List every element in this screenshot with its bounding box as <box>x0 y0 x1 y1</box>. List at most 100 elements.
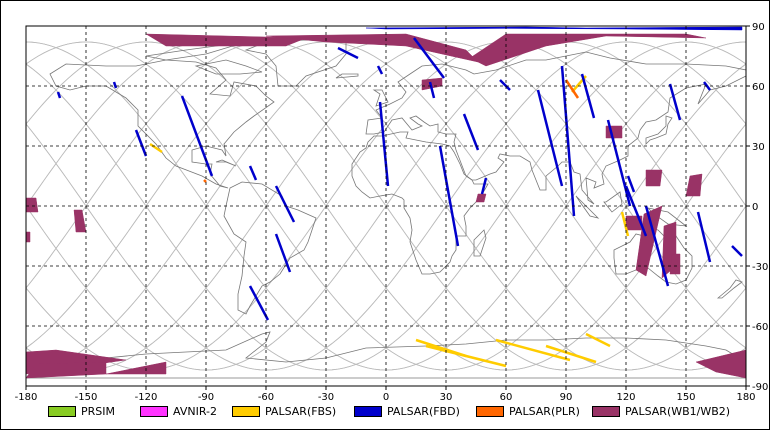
x-tick-label: 180 <box>736 392 755 401</box>
legend-item: PALSAR(FBD) <box>354 404 460 418</box>
x-tick-label: -180 <box>15 392 38 401</box>
legend-label: PALSAR(WB1/WB2) <box>625 404 731 418</box>
legend-label: PRSIM <box>81 404 115 418</box>
legend-swatch <box>476 405 504 417</box>
x-tick-label: -30 <box>318 392 334 401</box>
fbs-swath <box>149 142 163 154</box>
legend-label: PALSAR(FBD) <box>387 404 460 418</box>
legend-item: PALSAR(FBS) <box>232 404 336 418</box>
legend-swatch <box>48 405 76 417</box>
y-tick-label: 0 <box>752 202 758 213</box>
fbd-swath <box>428 81 436 99</box>
wb-swath <box>635 205 663 277</box>
legend-swatch <box>232 405 260 417</box>
legend: PRSIM AVNIR-2 PALSAR(FBS) PALSAR(FBD) PALSAR… <box>0 400 770 424</box>
y-tick-label: -60 <box>752 322 768 333</box>
coastline <box>335 73 359 79</box>
x-tick-label: -150 <box>75 392 98 401</box>
x-tick-label: 120 <box>616 392 635 401</box>
legend-item: PALSAR(WB1/WB2) <box>592 404 730 418</box>
fbd-swath <box>337 46 359 60</box>
legend-label: PALSAR(FBS) <box>265 404 337 418</box>
y-tick-label: 60 <box>752 82 765 93</box>
y-tick-label: 90 <box>752 22 765 33</box>
fbd-swath <box>248 285 270 321</box>
legend-swatch <box>354 405 382 417</box>
wb-swath <box>469 33 707 67</box>
coastline <box>603 191 623 213</box>
coastline <box>215 159 237 167</box>
fbs-swath <box>425 344 507 368</box>
legend-label: PALSAR(PLR) <box>509 404 580 418</box>
wb-swath <box>25 231 31 243</box>
legend-label: AVNIR-2 <box>173 404 217 418</box>
coastline <box>194 59 263 75</box>
fbd-swath <box>580 73 596 119</box>
fbd-swath <box>248 165 258 181</box>
wb-swath <box>25 197 39 213</box>
fbs-swath <box>585 332 611 348</box>
coastline <box>716 279 743 299</box>
coastline <box>351 131 489 275</box>
y-tick-label: -90 <box>752 382 768 393</box>
coastline <box>372 89 389 107</box>
x-tick-label: -120 <box>135 392 158 401</box>
fbd-swath <box>606 119 632 207</box>
wb-swath <box>605 125 623 139</box>
fbd-swath <box>731 245 743 257</box>
plr-swath-group <box>203 79 580 183</box>
plr-swath <box>203 179 207 183</box>
fbd-arctic-swath-group <box>365 26 743 31</box>
fbd-swath <box>180 95 214 177</box>
x-tick-label: 0 <box>383 392 389 401</box>
fbd-swath <box>624 185 648 237</box>
fbs-swath <box>545 344 597 364</box>
legend-swatch <box>140 405 168 417</box>
fbd-swath <box>112 81 118 89</box>
fbs-swath <box>495 338 571 362</box>
wb-swath <box>145 33 307 47</box>
fbd-swath <box>644 205 670 287</box>
fbs-swath <box>620 211 630 237</box>
fbd-swath-group <box>56 37 743 321</box>
fbd-swath <box>668 83 682 121</box>
coastline <box>575 195 600 219</box>
legend-item: PALSAR(PLR) <box>476 404 580 418</box>
fbd-swath <box>134 129 148 157</box>
fbd-arctic-swath <box>365 26 743 31</box>
fbd-swath <box>274 233 292 273</box>
wb-swath <box>645 169 663 187</box>
fbd-swath <box>626 175 636 193</box>
x-tick-label: 30 <box>440 392 453 401</box>
fbd-swath <box>56 91 62 99</box>
wb-swath <box>105 361 167 375</box>
fbd-swath <box>438 145 460 247</box>
x-tick-label: 60 <box>500 392 513 401</box>
x-tick-label: -90 <box>198 392 214 401</box>
coverage-map[interactable]: -180 -150 -120 -90 -60 -30 0 30 60 90 120 150 180 90 6… <box>1 1 769 401</box>
legend-item: PRSIM <box>48 404 115 418</box>
y-tick-label: -30 <box>752 262 768 273</box>
fbd-swath <box>696 211 712 263</box>
x-tick-label: -60 <box>258 392 274 401</box>
grid <box>26 26 746 386</box>
wb-swath-group <box>25 33 747 379</box>
coastline <box>49 59 275 189</box>
plr-swath <box>564 79 580 99</box>
wb-swath <box>475 193 487 203</box>
legend-swatch <box>592 405 620 417</box>
x-tick-label: 90 <box>560 392 573 401</box>
fbd-swath <box>376 65 384 75</box>
wb-swath <box>685 173 703 197</box>
fbd-swath <box>274 185 296 223</box>
legend-item: AVNIR-2 <box>140 404 217 418</box>
fbd-swath <box>378 101 390 187</box>
fbd-swath <box>499 79 511 91</box>
fbd-swath <box>480 177 488 195</box>
fbd-swath <box>560 65 576 217</box>
wb-swath <box>669 253 681 275</box>
fbd-swath <box>536 89 564 187</box>
x-tick-label: 150 <box>676 392 695 401</box>
coastline <box>365 51 747 205</box>
